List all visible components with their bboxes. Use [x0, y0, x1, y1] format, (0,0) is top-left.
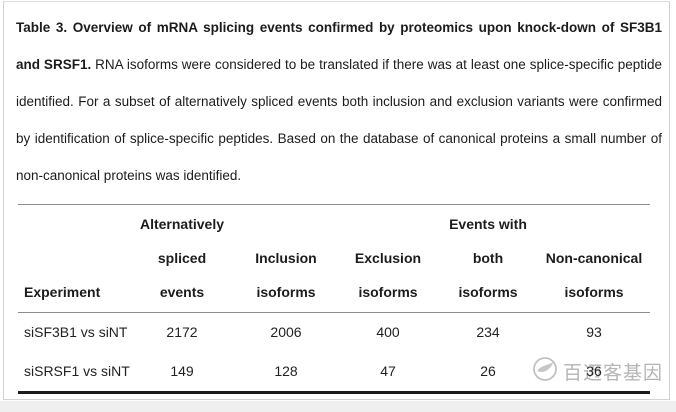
- value-cell: 2172: [166, 324, 198, 340]
- value-cell: 2006: [270, 324, 302, 340]
- header-line: spliced: [157, 250, 207, 266]
- value-cell: 26: [480, 363, 496, 379]
- header-line: isoforms: [564, 284, 624, 300]
- header-col-experiment: Experiment: [18, 207, 130, 309]
- table-row: siSRSF1 vs siNT 149 128 47 26 36: [18, 352, 650, 391]
- header-line: [24, 241, 130, 275]
- header-line: Non-canonical: [545, 250, 643, 266]
- header-line: [24, 207, 130, 241]
- value-cell: 93: [586, 324, 602, 340]
- header-line: isoforms: [256, 284, 316, 300]
- header-line: Exclusion: [354, 250, 422, 266]
- header-line: isoforms: [458, 284, 518, 300]
- header-col-non-canonical-isoforms: Non-canonical isoforms: [538, 207, 650, 309]
- value-cell: 128: [274, 363, 298, 379]
- header-line: [538, 207, 650, 241]
- header-line: isoforms: [358, 284, 418, 300]
- value-cell: 400: [376, 324, 400, 340]
- background-strip: [0, 401, 676, 412]
- caption-title-bold: Table 3. Overview of mRNA splicing event…: [16, 20, 662, 72]
- value-cell: 36: [586, 363, 602, 379]
- value-cell: 149: [170, 363, 194, 379]
- experiment-cell: siSRSF1 vs siNT: [24, 363, 130, 379]
- table-header: Experiment Alternatively spliced events …: [18, 204, 650, 313]
- results-table: Experiment Alternatively spliced events …: [18, 204, 650, 394]
- header-col-events-with-both-isoforms: Events with both isoforms: [438, 207, 538, 309]
- header-line: [234, 207, 338, 241]
- header-col-inclusion-isoforms: Inclusion isoforms: [234, 207, 338, 309]
- watermark-text: 百迈客基因: [562, 363, 663, 384]
- watermark: 百迈客基因: [532, 356, 663, 387]
- table-body: siSF3B1 vs siNT 2172 2006 400 234 93 siS…: [18, 313, 650, 394]
- header-line: Alternatively: [139, 216, 225, 232]
- header-line: events: [159, 284, 205, 300]
- value-cell: 47: [380, 363, 396, 379]
- experiment-cell: siSF3B1 vs siNT: [24, 324, 128, 340]
- caption-body-text: RNA isoforms were considered to be trans…: [16, 57, 662, 183]
- value-cell: 234: [476, 324, 500, 340]
- table-row: siSF3B1 vs siNT 2172 2006 400 234 93: [18, 313, 650, 352]
- document-page: Table 3. Overview of mRNA splicing event…: [3, 1, 670, 400]
- header-line: Events with: [449, 216, 527, 232]
- header-col-exclusion-isoforms: Exclusion isoforms: [338, 207, 438, 309]
- header-line: both: [472, 250, 504, 266]
- header-line: Inclusion: [255, 250, 317, 266]
- biomarker-logo-icon: [532, 356, 558, 387]
- table-caption: Table 3. Overview of mRNA splicing event…: [16, 9, 662, 194]
- header-line: Experiment: [24, 284, 101, 300]
- header-line: [338, 207, 438, 241]
- header-col-alternatively-spliced-events: Alternatively spliced events: [130, 207, 234, 309]
